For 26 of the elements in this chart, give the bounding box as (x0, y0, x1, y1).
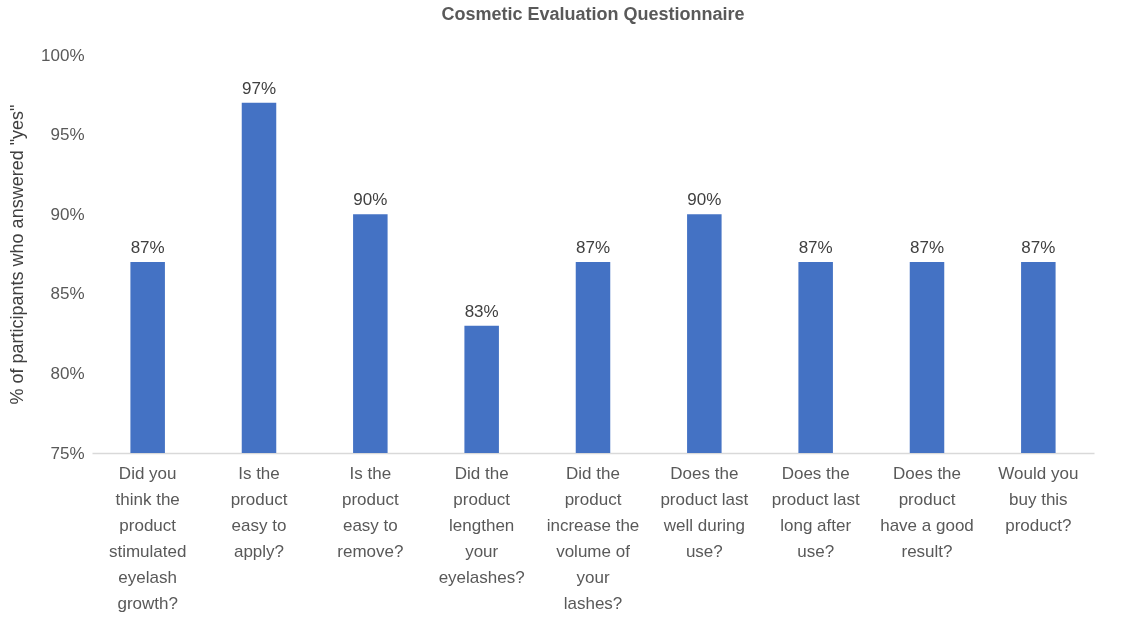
data-label: 90% (687, 190, 722, 210)
chart-title: Cosmetic Evaluation Questionnaire (441, 4, 745, 24)
y-tick-label: 100% (41, 45, 85, 65)
x-tick-label: Would you buy this product? (998, 463, 1079, 535)
y-tick-label: 80% (50, 363, 85, 383)
x-tick-label: Is the product easy to apply? (230, 463, 288, 561)
data-label: 87% (575, 237, 611, 257)
data-label: 87% (798, 237, 833, 257)
data-label: 87% (130, 237, 165, 257)
x-tick-label: Does the product last well during use? (660, 463, 749, 561)
data-label: 87% (909, 237, 945, 257)
data-label: 97% (241, 78, 277, 98)
data-label: 83% (464, 301, 499, 321)
x-tick-label: Did the product increase the volume of your lashes? (546, 463, 640, 613)
x-tick-label: Is the product easy to remove? (337, 463, 404, 561)
y-tick-label: 95% (50, 125, 85, 145)
x-tick-label: Did you think the product stimulated eyelash growth? (108, 463, 187, 613)
x-tick-label: Does the product have a good result? (880, 463, 974, 561)
y-tick-label: 75% (50, 443, 85, 463)
data-label: 90% (353, 190, 388, 210)
data-label: 87% (1021, 237, 1056, 257)
y-tick-label: 90% (50, 204, 85, 224)
x-tick-label: Did the product lengthen your eyelashes? (438, 463, 525, 587)
y-tick-label: 85% (50, 284, 85, 304)
x-tick-label: Does the product last long after use? (771, 463, 860, 561)
y-axis-title: % of participants who answered "yes" (7, 104, 28, 405)
